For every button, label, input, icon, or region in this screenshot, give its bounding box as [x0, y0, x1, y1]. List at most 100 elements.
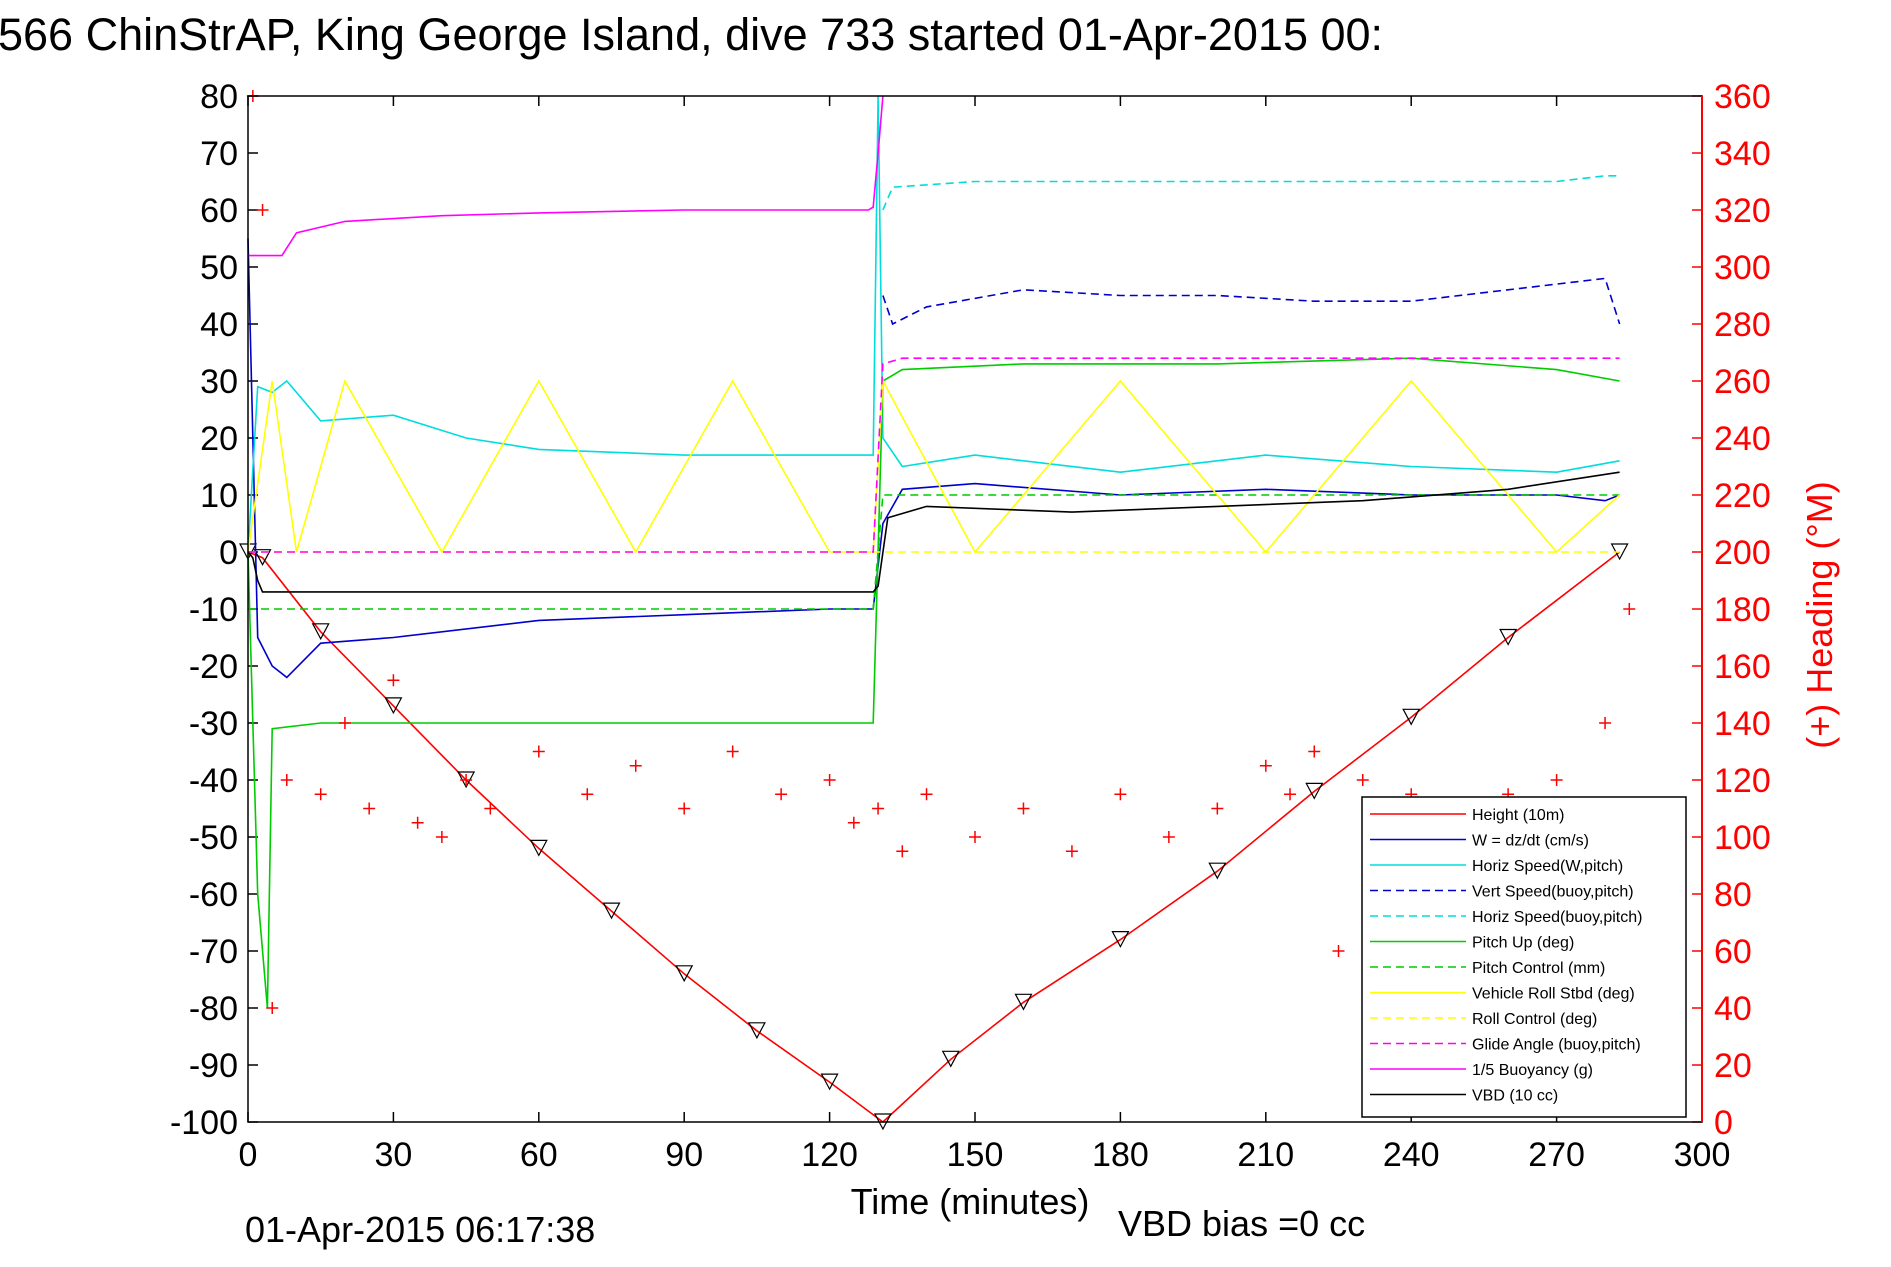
x-tick-label: 30 — [374, 1136, 412, 1174]
heading-point — [581, 788, 594, 801]
y-tick-label: 60 — [200, 192, 238, 230]
legend-label: Vehicle Roll Stbd (deg) — [1472, 986, 1635, 1003]
x-tick-label: 300 — [1674, 1136, 1731, 1174]
height-marker — [820, 1073, 839, 1091]
footer-timestamp: 01-Apr-2015 06:17:38 — [245, 1209, 595, 1250]
heading-point — [363, 802, 376, 815]
height-marker — [747, 1022, 766, 1040]
height-marker — [1208, 862, 1227, 880]
x-tick-label: 270 — [1528, 1136, 1585, 1174]
x-tick-label: 60 — [520, 1136, 558, 1174]
x-tick-label: 0 — [239, 1136, 258, 1174]
height-marker — [941, 1050, 960, 1068]
heading-point — [920, 788, 933, 801]
heading-point — [1308, 745, 1321, 758]
series-line-vert-speed-buoy-pitch — [882, 277, 1621, 326]
heading-point — [1017, 802, 1030, 815]
series-line-glide-angle-buoy-pitch — [248, 357, 1620, 553]
y-tick-label: -100 — [170, 1104, 238, 1142]
heading-point — [1065, 845, 1078, 858]
height-marker — [529, 839, 548, 857]
heading-point — [1550, 774, 1563, 786]
legend-label: W = dz/dt (cm/s) — [1472, 833, 1589, 850]
height-marker — [1111, 931, 1130, 948]
series-line-1-5-buoyancy-g — [248, 95, 884, 257]
legend-label: Horiz Speed(W,pitch) — [1472, 858, 1623, 875]
heading-point — [775, 788, 788, 801]
y-tick-label: 40 — [200, 306, 238, 344]
y-tick-label: 10 — [200, 477, 238, 515]
y2-tick-label: 20 — [1714, 1047, 1752, 1085]
heading-point — [1114, 788, 1127, 801]
y2-tick-label: 360 — [1714, 78, 1771, 116]
chart-title: 566 ChinStrAP, King George Island, dive … — [0, 9, 1383, 60]
y2-tick-label: 160 — [1714, 648, 1771, 686]
legend-label: 1/5 Buoyancy (g) — [1472, 1062, 1593, 1079]
heading-point — [266, 1002, 279, 1014]
y2-tick-label: 120 — [1714, 762, 1771, 800]
heading-point — [872, 802, 885, 815]
heading-point — [484, 802, 497, 815]
heading-point — [1284, 788, 1297, 801]
heading-point — [314, 788, 327, 801]
series-line-horiz-speed-w-pitch — [247, 95, 1620, 553]
legend-label: Pitch Control (mm) — [1472, 960, 1605, 977]
legend: Height (10m) W = dz/dt (cm/s) Horiz Speed(… — [1361, 796, 1687, 1118]
heading-point — [411, 816, 424, 829]
x-tick-label: 210 — [1237, 1136, 1294, 1174]
height-marker — [1402, 708, 1421, 726]
legend-label: Height (10m) — [1472, 807, 1564, 824]
heading-point — [338, 717, 351, 729]
y-tick-label: 70 — [200, 135, 238, 173]
height-marker — [1499, 628, 1518, 646]
y2-tick-label: 80 — [1714, 876, 1752, 914]
heading-point — [726, 745, 739, 758]
y-tick-label: 20 — [200, 420, 238, 458]
y2-tick-label: 140 — [1714, 705, 1771, 743]
footer-vbd-bias: VBD bias =0 cc — [1118, 1203, 1365, 1244]
y2-tick-label: 40 — [1714, 990, 1752, 1028]
height-marker — [1305, 782, 1324, 800]
heading-point — [532, 745, 545, 758]
y-tick-label: 50 — [200, 249, 238, 287]
y-tick-label: -20 — [189, 648, 238, 686]
heading-point — [1623, 603, 1636, 615]
y-tick-label: -50 — [189, 819, 238, 857]
heading-point — [435, 831, 448, 843]
series-line-vehicle-roll-stbd-deg — [247, 378, 1621, 554]
legend-label: VBD (10 cc) — [1472, 1088, 1558, 1105]
y-tick-label: -40 — [189, 762, 238, 800]
heading-point — [1162, 831, 1175, 843]
y2-tick-label: 240 — [1714, 420, 1771, 458]
y2-tick-label: 300 — [1714, 249, 1771, 287]
heading-point — [1599, 717, 1612, 729]
legend-label: Pitch Up (deg) — [1472, 935, 1574, 952]
y-tick-label: -30 — [189, 705, 238, 743]
heading-point — [387, 674, 400, 687]
height-marker — [253, 549, 272, 566]
y-tick-label: -70 — [189, 933, 238, 971]
y-tick-label: 0 — [219, 534, 238, 572]
heading-point — [847, 816, 860, 829]
x-tick-label: 150 — [947, 1136, 1004, 1174]
height-marker — [675, 965, 694, 983]
heading-point — [1211, 802, 1224, 815]
height-marker — [311, 623, 330, 641]
y2-axis-label: (+) Heading (°M) — [1799, 481, 1840, 748]
heading-point — [823, 774, 836, 786]
heading-point — [678, 802, 691, 815]
y2-tick-label: 320 — [1714, 192, 1771, 230]
y2-tick-label: 260 — [1714, 363, 1771, 401]
heading-point — [460, 774, 473, 786]
series-layer — [239, 90, 1636, 1131]
legend-label: Roll Control (deg) — [1472, 1011, 1597, 1028]
heading-point — [1259, 759, 1272, 772]
x-tick-label: 90 — [665, 1136, 703, 1174]
legend-box — [1361, 796, 1687, 1118]
series-line-height-10m — [247, 551, 1621, 1124]
y2-tick-label: 200 — [1714, 534, 1771, 572]
y2-ticks: 3603403203002802602402202001801601401201… — [1692, 78, 1771, 1142]
y-tick-label: -60 — [189, 876, 238, 914]
